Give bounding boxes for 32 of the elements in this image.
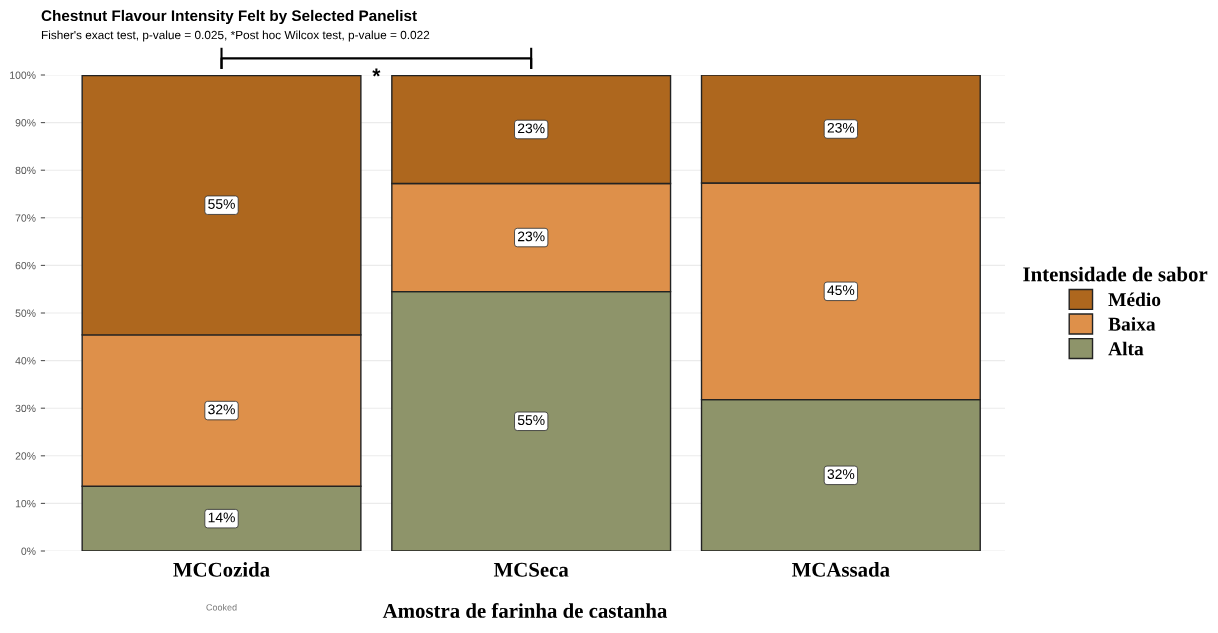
- data-label: 55%: [208, 199, 235, 209]
- y-tick-label: 30%: [15, 404, 36, 413]
- chart-subtitle: Fisher's exact test, p-value = 0.025, *Post hoc Wilcox test, p-value = 0.022: [41, 30, 430, 42]
- legend-label: Baixa: [1108, 317, 1156, 331]
- x-tick-label: MCAssada: [792, 562, 890, 577]
- y-tick-label: 10%: [15, 499, 36, 508]
- y-tick-label: 20%: [15, 452, 36, 460]
- x-tick-label: MCCozida: [173, 562, 270, 577]
- data-label: 55%: [517, 415, 545, 426]
- data-label: 32%: [208, 404, 235, 415]
- data-label: 23%: [517, 231, 545, 242]
- text: Cooked: [206, 603, 237, 611]
- data-label: 32%: [827, 469, 855, 480]
- y-tick-label: 60%: [15, 261, 36, 270]
- chart-title: Chestnut Flavour Intensity Felt by Selected Panelist: [41, 9, 417, 25]
- y-tick-label: 50%: [15, 309, 36, 317]
- y-tick-label: 90%: [15, 119, 36, 127]
- legend-label: Médio: [1108, 292, 1161, 307]
- y-tick-label: 70%: [15, 214, 36, 222]
- data-label: 45%: [827, 285, 855, 296]
- data-label: 23%: [517, 123, 545, 134]
- data-label: 23%: [827, 122, 855, 133]
- y-tick-label: 80%: [15, 166, 36, 175]
- y-tick-label: 0%: [21, 547, 36, 555]
- y-tick-label: 40%: [15, 357, 36, 365]
- annotation: *: [372, 68, 381, 77]
- y-tick-label: 100%: [10, 71, 36, 79]
- data-label: 14%: [208, 512, 235, 523]
- legend-label: Alta: [1108, 341, 1144, 356]
- x-tick-label: MCSeca: [493, 562, 569, 577]
- x-axis-title: Amostra de farinha de castanha: [382, 603, 668, 618]
- legend-title: Intensidade de sabor: [1023, 266, 1208, 282]
